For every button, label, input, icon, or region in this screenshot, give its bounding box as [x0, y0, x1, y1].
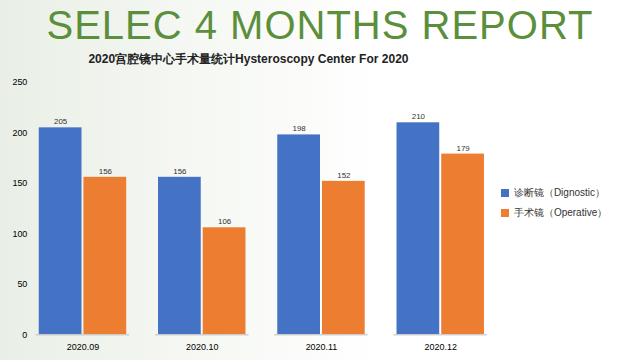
- html-text:SELEC 4 MONTHS REPORT: SELEC 4 MONTHS REPORT: [46, 3, 594, 47]
- svg-text:210: 210: [412, 112, 426, 121]
- svg-text:179: 179: [456, 144, 470, 153]
- svg-text:2020.11: 2020.11: [306, 342, 338, 352]
- svg-text:100: 100: [12, 229, 27, 239]
- svg-text:200: 200: [12, 128, 27, 138]
- svg-text:50: 50: [17, 279, 27, 289]
- svg-text:2020.10: 2020.10: [186, 342, 218, 352]
- html-text:诊断镜（Dignostic）: 诊断镜（Dignostic）: [513, 187, 605, 199]
- svg-text:205: 205: [54, 117, 68, 126]
- svg-text:2020.12: 2020.12: [425, 342, 457, 352]
- svg-text:0: 0: [22, 330, 27, 340]
- svg-text:106: 106: [218, 217, 232, 226]
- svg-text:2020.09: 2020.09: [67, 342, 99, 352]
- svg-text:156: 156: [99, 167, 113, 176]
- svg-text:150: 150: [12, 178, 27, 188]
- html-text:2020宫腔镜中心手术量统计Hysteroscopy Cen: 2020宫腔镜中心手术量统计Hysteroscopy Center For 20…: [88, 52, 409, 66]
- svg-text:152: 152: [337, 171, 351, 180]
- svg-text:250: 250: [12, 77, 27, 87]
- html-text:手术镜（Operative）: 手术镜（Operative）: [513, 207, 608, 219]
- svg-text:156: 156: [173, 167, 187, 176]
- svg-text:198: 198: [292, 124, 306, 133]
